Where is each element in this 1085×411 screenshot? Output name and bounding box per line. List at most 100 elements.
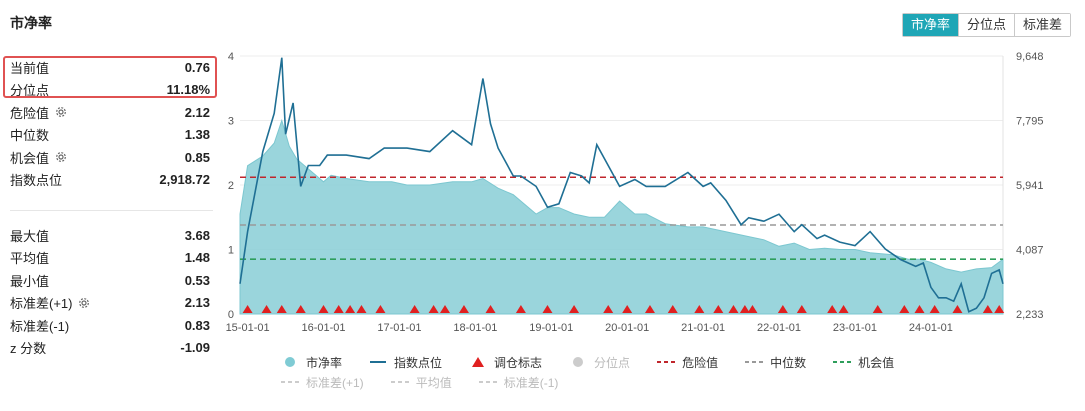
right-tick-label: 7,795 xyxy=(1016,116,1044,128)
tab-std[interactable]: 标准差 xyxy=(1014,14,1071,36)
rebalance-marker xyxy=(694,305,705,313)
stat-value: 0.83 xyxy=(184,317,210,333)
stat-value: 11.18% xyxy=(166,82,210,98)
rebalance-marker xyxy=(796,305,807,313)
rebalance-marker xyxy=(644,305,655,313)
legend-item[interactable]: 标准差(-1) xyxy=(478,374,559,391)
right-tick-label: 2,233 xyxy=(1016,309,1044,321)
legend-label: 调仓标志 xyxy=(494,355,543,370)
gear-icon[interactable] xyxy=(78,297,90,309)
gear-icon[interactable] xyxy=(55,151,67,163)
rebalance-marker xyxy=(713,305,724,313)
legend-item[interactable]: 市净率 xyxy=(280,354,342,371)
legend-label: 标准差(-1) xyxy=(503,375,559,390)
rebalance-marker xyxy=(439,305,450,313)
rebalance-marker xyxy=(667,305,678,313)
stat-row: 中位数 1.38 xyxy=(10,124,210,147)
stat-row: 危险值 2.12 xyxy=(10,101,210,124)
legend-label: 市净率 xyxy=(306,355,343,370)
stat-value: 2.12 xyxy=(184,104,210,120)
right-tick-label: 4,087 xyxy=(1016,245,1044,257)
legend-item[interactable]: 调仓标志 xyxy=(468,354,542,371)
tab-percentile[interactable]: 分位点 xyxy=(958,14,1015,36)
rebalance-marker xyxy=(994,305,1005,313)
rebalance-marker xyxy=(728,305,739,313)
left-tick-label: 2 xyxy=(228,180,234,192)
rebalance-marker xyxy=(899,305,910,313)
chart-legend: 市净率 指数点位 调仓标志 分位点 危险值 中位数 机会值 标准差(+1) 平均值 标准差(-1… xyxy=(280,352,1040,392)
rebalance-marker xyxy=(242,305,253,313)
stat-label: 中位数 xyxy=(10,128,50,144)
circle-marker-icon xyxy=(573,357,584,367)
dashed-marker-icon xyxy=(745,361,764,363)
rebalance-marker xyxy=(356,305,367,313)
view-tabs: 市净率 分位点 标准差 xyxy=(902,13,1072,37)
rebalance-marker xyxy=(485,305,496,313)
legend-item[interactable]: 危险值 xyxy=(656,354,718,371)
x-tick-label: 15-01-01 xyxy=(226,322,270,334)
rebalance-marker xyxy=(458,305,469,313)
stats-divider xyxy=(10,210,213,211)
dashed-marker-icon xyxy=(657,361,676,363)
stat-label: 指数点位 xyxy=(10,173,63,189)
line-marker-icon xyxy=(370,361,387,363)
stat-label: 标准差(+1) xyxy=(10,296,73,312)
stat-label: z 分数 xyxy=(10,341,47,357)
legend-item[interactable]: 平均值 xyxy=(390,374,452,391)
rebalance-marker xyxy=(872,305,883,313)
legend-item[interactable]: 机会值 xyxy=(832,354,894,371)
stat-row: 平均值 1.48 xyxy=(10,247,210,270)
stat-value: -1.09 xyxy=(180,340,210,356)
stat-label: 机会值 xyxy=(10,150,50,166)
rebalance-marker xyxy=(428,305,439,313)
left-tick-label: 1 xyxy=(228,245,234,257)
stat-value: 0.53 xyxy=(184,272,210,288)
legend-item[interactable]: 标准差(+1) xyxy=(280,374,364,391)
rebalance-marker xyxy=(952,305,963,313)
rebalance-marker xyxy=(569,305,580,313)
stat-row: 当前值 0.76 xyxy=(10,56,210,79)
stat-row: 最大值 3.68 xyxy=(10,224,210,247)
stat-label: 当前值 xyxy=(10,60,50,76)
rebalance-marker xyxy=(409,305,420,313)
rebalance-marker xyxy=(914,305,925,313)
stat-value: 1.48 xyxy=(184,250,210,266)
rebalance-marker xyxy=(295,305,306,313)
stat-label: 标准差(-1) xyxy=(10,318,70,334)
legend-item[interactable]: 分位点 xyxy=(568,354,630,371)
stats-panel-top: 当前值 0.76 分位点 11.18% 危险值 2.12 中位数 1.38 机会值 0.85 指数点… xyxy=(10,56,210,191)
legend-item[interactable]: 指数点位 xyxy=(368,354,442,371)
x-tick-label: 19-01-01 xyxy=(529,322,573,334)
stat-label: 最大值 xyxy=(10,228,50,244)
stat-row: 分位点 11.18% xyxy=(10,79,210,102)
tab-pb[interactable]: 市净率 xyxy=(903,14,959,36)
right-tick-label: 5,941 xyxy=(1016,180,1044,192)
stat-label: 平均值 xyxy=(10,251,50,267)
legend-item[interactable]: 中位数 xyxy=(744,354,806,371)
pb-chart: 4 3 2 1 0 9,648 7,795 5,941 4,087 2,233 15-01-01 16… xyxy=(226,51,1044,334)
rebalance-marker xyxy=(345,305,356,313)
index-line-series xyxy=(239,57,1004,313)
legend-label: 机会值 xyxy=(858,355,895,370)
page-title: 市净率 xyxy=(10,15,52,31)
x-tick-label: 20-01-01 xyxy=(605,322,649,334)
stat-label: 分位点 xyxy=(10,83,50,99)
rebalance-marker xyxy=(739,305,750,313)
x-tick-label: 24-01-01 xyxy=(909,322,953,334)
rebalance-marker xyxy=(333,305,344,313)
stat-value: 2,918.72 xyxy=(159,172,210,188)
gear-icon[interactable] xyxy=(55,106,67,118)
circle-marker-icon xyxy=(285,357,295,367)
legend-label: 危险值 xyxy=(682,355,719,370)
left-tick-label: 4 xyxy=(228,51,234,63)
rebalance-marker xyxy=(982,305,993,313)
stat-row: 标准差(-1) 0.83 xyxy=(10,314,210,337)
stat-value: 0.76 xyxy=(184,59,210,75)
stat-value: 2.13 xyxy=(184,295,210,311)
x-tick-label: 21-01-01 xyxy=(681,322,725,334)
legend-label: 指数点位 xyxy=(394,355,443,370)
right-tick-label: 9,648 xyxy=(1016,51,1044,63)
x-tick-label: 23-01-01 xyxy=(833,322,877,334)
rebalance-marker xyxy=(747,305,758,313)
left-tick-label: 3 xyxy=(228,116,234,128)
